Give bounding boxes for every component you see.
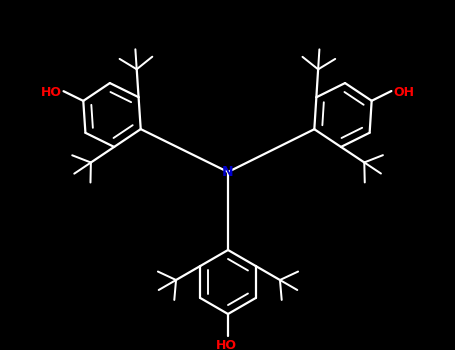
Text: HO: HO — [216, 339, 237, 350]
Text: OH: OH — [394, 85, 415, 98]
Text: HO: HO — [40, 86, 61, 99]
Text: N: N — [222, 165, 234, 179]
